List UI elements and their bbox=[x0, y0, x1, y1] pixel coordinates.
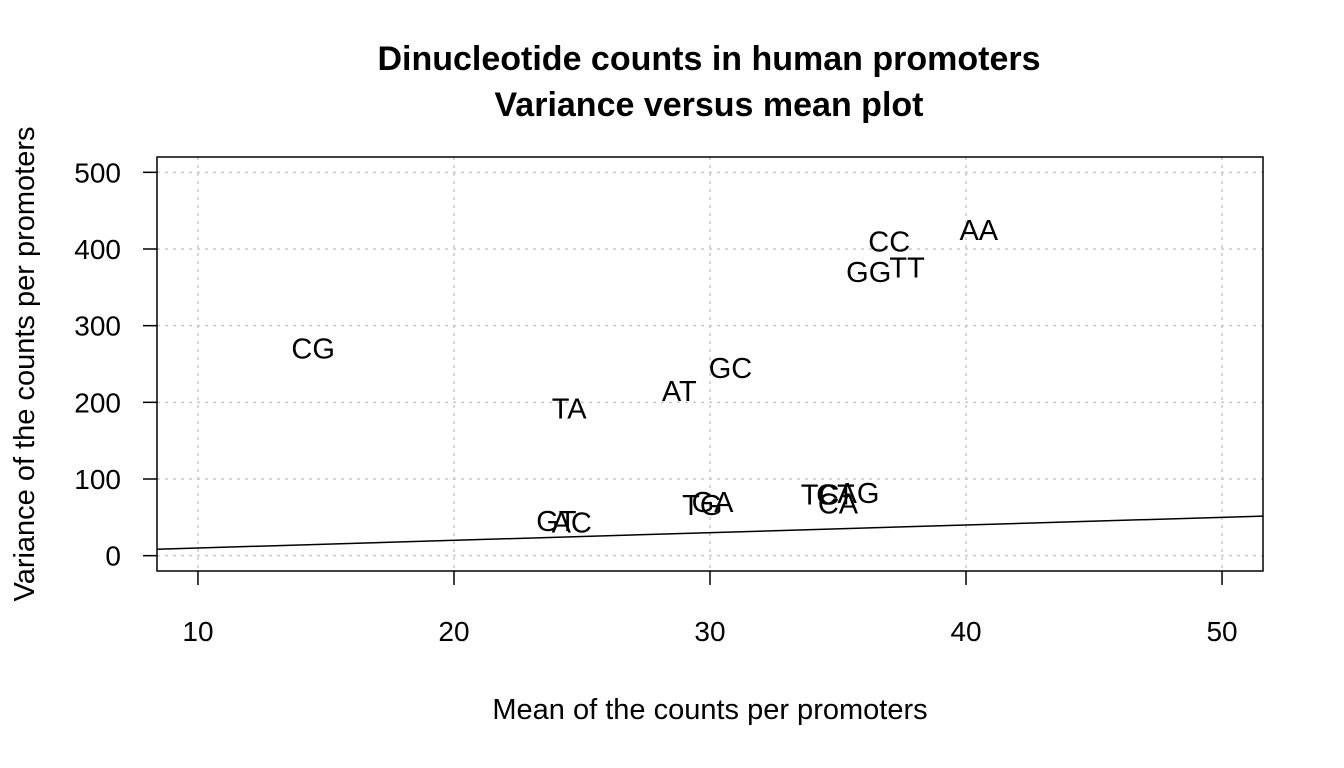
point-label-tc: TC bbox=[801, 479, 840, 511]
y-tick-label: 300 bbox=[74, 311, 121, 342]
point-label-gt: GT bbox=[536, 506, 577, 538]
y-axis: 0 100 200 300 400 500 bbox=[74, 157, 157, 572]
point-label-ga: GA bbox=[692, 487, 735, 519]
x-tick-label: 20 bbox=[438, 616, 469, 647]
reference-line bbox=[156, 515, 1264, 550]
y-tick-label: 500 bbox=[74, 157, 121, 188]
y-axis-label: Variance of the counts per promoters bbox=[9, 127, 41, 602]
point-label-aa: AA bbox=[959, 215, 998, 247]
point-label-tg: TG bbox=[682, 490, 722, 522]
point-label-ac: AC bbox=[552, 508, 592, 540]
x-tick-label: 30 bbox=[694, 616, 725, 647]
y-tick-label: 100 bbox=[74, 464, 121, 495]
reference-line-group bbox=[156, 515, 1264, 550]
point-label-ct: CT bbox=[816, 479, 855, 511]
y-tick-label: 0 bbox=[105, 541, 121, 572]
point-label-ca: CA bbox=[818, 489, 859, 521]
y-tick-label: 200 bbox=[74, 387, 121, 418]
point-label-ta: TA bbox=[552, 393, 588, 425]
x-tick-label: 50 bbox=[1206, 616, 1237, 647]
point-label-gc: GC bbox=[709, 353, 753, 385]
x-axis-label: Mean of the counts per promoters bbox=[492, 694, 927, 726]
y-tick-label: 400 bbox=[74, 234, 121, 265]
point-label-cg: CG bbox=[291, 334, 335, 366]
x-tick-label: 40 bbox=[950, 616, 981, 647]
point-label-tt: TT bbox=[889, 252, 925, 284]
point-label-gg: GG bbox=[846, 257, 891, 289]
chart-subtitle: Variance versus mean plot bbox=[495, 86, 924, 124]
x-axis: 10 20 30 40 50 bbox=[182, 571, 1238, 647]
chart-title: Dinucleotide counts in human promoters bbox=[377, 40, 1040, 78]
point-label-ag: AG bbox=[838, 478, 880, 510]
grid-lines bbox=[157, 157, 1263, 571]
point-label-at: AT bbox=[662, 376, 697, 408]
x-tick-label: 10 bbox=[182, 616, 213, 647]
point-label-cc: CC bbox=[868, 226, 910, 258]
